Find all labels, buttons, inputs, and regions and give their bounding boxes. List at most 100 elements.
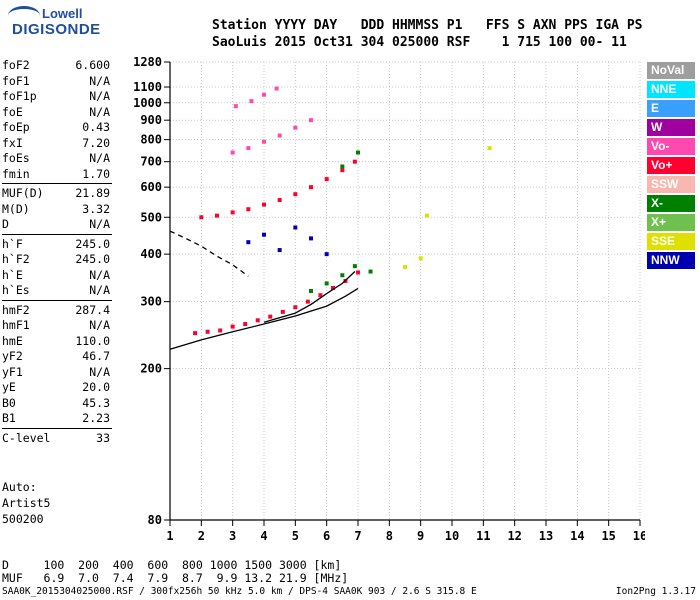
param-row-hme: hmE 110.0 [2, 334, 112, 350]
x-tick-label: 15 [601, 529, 615, 543]
echo-point-vo [340, 168, 345, 173]
param-row-yf1: yF1 N/A [2, 365, 112, 381]
x-tick-label: 6 [323, 529, 330, 543]
param-label: yF2 [2, 349, 23, 363]
echo-point-vo [277, 198, 282, 203]
echo-point-sse [487, 146, 492, 151]
echo-point-vo [330, 285, 335, 290]
param-label: foF1p [2, 89, 37, 103]
param-value: 110.0 [75, 333, 110, 348]
echo-point-x [340, 273, 345, 278]
echo-point-nnw [246, 240, 251, 245]
y-tick-label: 900 [140, 113, 162, 127]
auto-artist: Artist5 [2, 496, 51, 510]
y-tick-label: 600 [140, 180, 162, 194]
x-tick-label: 4 [260, 529, 267, 543]
y-tick-label: 400 [140, 247, 162, 261]
x-tick-label: 2 [198, 529, 205, 543]
param-row-clevel: C-level 33 [2, 431, 112, 447]
echo-point-vo [262, 202, 266, 207]
param-label: hmF2 [2, 302, 30, 317]
y-tick-label: 1280 [133, 55, 162, 69]
echo-point-nnw [309, 236, 313, 241]
param-label: MUF(D) [2, 186, 44, 200]
distance-row: D 100 200 400 600 800 1000 1500 3000 [km… [2, 558, 342, 572]
param-value: N/A [89, 267, 110, 282]
auto-label: Auto: [2, 480, 37, 494]
echo-point-vo [309, 185, 313, 190]
echo-point-vo [199, 215, 204, 220]
param-value: N/A [89, 217, 110, 231]
echo-point-vo [293, 305, 298, 310]
echo-point-vo [243, 322, 248, 327]
echo-point-vo [356, 270, 360, 275]
param-value: N/A [89, 283, 110, 297]
echo-point-nnw [324, 252, 329, 257]
y-tick-label: 300 [140, 295, 162, 309]
legend-item-e: E [647, 100, 695, 117]
param-row-foep: foEp 0.43 [2, 120, 112, 136]
param-row-fof1p: foF1p N/A [2, 89, 112, 105]
param-separator [2, 299, 112, 301]
param-label: foE [2, 104, 23, 119]
param-value: N/A [89, 151, 110, 165]
param-label: h`F2 [2, 252, 30, 266]
param-value: 245.0 [75, 252, 110, 266]
echo-point-vo [274, 86, 279, 91]
ionogram-chart: 1 2 3 4 5 6 7 8 9 10 11 12 13 14 15 1680200300400500600… [133, 55, 645, 543]
param-value: 7.20 [82, 135, 110, 150]
param-label: hmE [2, 333, 23, 348]
dashed-profile-curve [169, 230, 249, 277]
param-label: h`E [2, 267, 23, 282]
echo-point-nnw [262, 232, 266, 237]
x-tick-label: 11 [476, 529, 490, 543]
trace-curve [169, 287, 359, 350]
param-label: D [2, 217, 9, 231]
y-tick-label: 1100 [133, 80, 162, 94]
echo-point-vo [293, 192, 298, 197]
echo-point-vo [230, 150, 235, 155]
param-row-hmf2: hmF2 287.4 [2, 303, 112, 319]
echo-point-x [309, 289, 313, 293]
echo-point-vo [262, 139, 266, 144]
param-value: 20.0 [82, 380, 110, 394]
param-value: 3.32 [82, 201, 110, 216]
param-label: M(D) [2, 201, 30, 216]
param-row-he: h`E N/A [2, 268, 112, 284]
param-row-d: D N/A [2, 217, 112, 233]
param-value: 245.0 [75, 236, 110, 251]
param-value: N/A [89, 104, 110, 119]
param-row-foe: foE N/A [2, 105, 112, 121]
x-tick-label: 8 [386, 529, 393, 543]
echo-point-vo [268, 314, 273, 319]
echo-point-x [324, 281, 329, 286]
param-value: 287.4 [75, 302, 110, 317]
x-tick-label: 1 [166, 529, 173, 543]
param-label: foEs [2, 151, 30, 165]
param-row-md: M(D) 3.32 [2, 202, 112, 218]
muf-row: MUF 6.9 7.0 7.4 7.9 8.7 9.9 13.2 21.9 [M… [2, 571, 349, 585]
echo-point-x [356, 150, 360, 155]
x-tick-label: 14 [570, 529, 584, 543]
param-value: 21.89 [75, 186, 110, 200]
echo-point-sse [403, 265, 407, 270]
param-label: h`F [2, 236, 23, 251]
echo-point-vo [246, 146, 251, 151]
echo-point-vo [280, 309, 285, 314]
logo-swoosh [8, 6, 40, 25]
auto-scaling-info: Auto: Artist5 500200 [2, 479, 50, 527]
legend-item-x: X+ [647, 214, 695, 231]
param-row-ye: yE 20.0 [2, 380, 112, 396]
param-row-fof1: foF1 N/A [2, 74, 112, 90]
x-tick-label: 7 [354, 529, 361, 543]
echo-point-vo [255, 318, 260, 323]
echo-point-vo [218, 328, 223, 333]
param-label: B0 [2, 395, 16, 410]
logo-digisonde: DIGISONDE [12, 21, 101, 38]
echo-point-vo [249, 99, 254, 104]
param-row-hf2: h`F2 245.0 [2, 252, 112, 268]
echo-point-nnw [277, 248, 282, 253]
param-label: C-level [2, 430, 51, 445]
y-tick-label: 1000 [133, 96, 162, 110]
x-tick-label: 10 [445, 529, 459, 543]
